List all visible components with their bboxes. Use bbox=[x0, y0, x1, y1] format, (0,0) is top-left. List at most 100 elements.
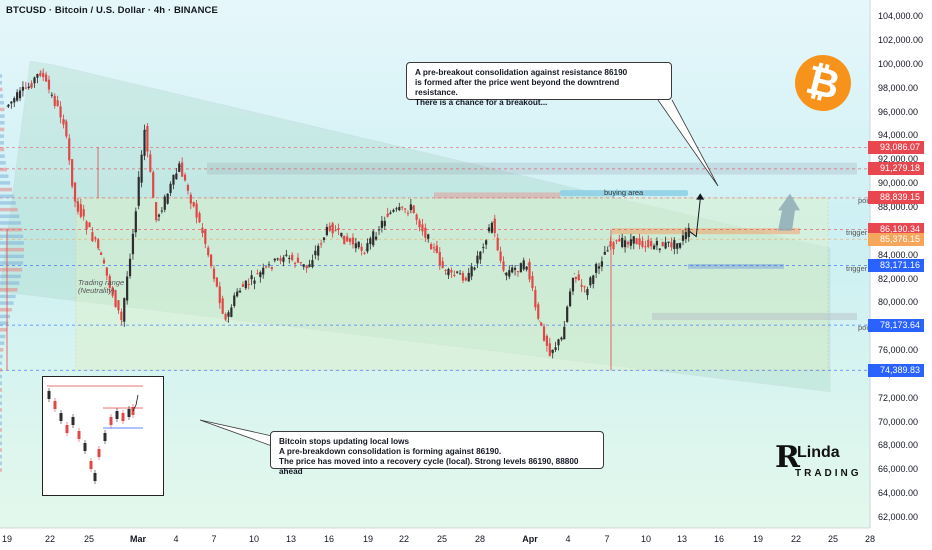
volume-profile-bar-56 bbox=[0, 94, 4, 98]
candle-body-235 bbox=[687, 227, 690, 238]
candle-body-116 bbox=[343, 235, 346, 245]
candle-body-156 bbox=[458, 273, 462, 275]
candle-body-147 bbox=[432, 247, 436, 249]
price-tick-label: 70,000.00 bbox=[878, 416, 919, 427]
candle-body-136 bbox=[401, 206, 404, 208]
volume-profile-bar-17 bbox=[0, 354, 3, 359]
candle-body-189 bbox=[554, 347, 557, 350]
price-point-29 bbox=[550, 350, 553, 352]
candle-body-126 bbox=[372, 231, 375, 246]
candle-body-71 bbox=[212, 268, 216, 279]
poi-label-lower: poi bbox=[858, 323, 869, 332]
trigger-zone bbox=[688, 263, 784, 269]
price-point-4 bbox=[75, 201, 78, 203]
volume-profile-bar-46 bbox=[0, 161, 6, 165]
candle-body-155 bbox=[456, 271, 459, 273]
price-point-36 bbox=[677, 242, 680, 245]
candle-body-183 bbox=[537, 304, 540, 319]
volume-profile-bar-15 bbox=[0, 368, 2, 372]
volume-profile-bar-50 bbox=[0, 134, 5, 138]
volume-profile-bar-18 bbox=[0, 348, 4, 352]
time-tick-label: 19 bbox=[1, 534, 13, 544]
candle-body-19 bbox=[62, 119, 65, 125]
price-point-35 bbox=[654, 245, 657, 247]
time-tick-label: 25 bbox=[827, 534, 839, 544]
candle-body-27 bbox=[85, 221, 88, 230]
candle-body-230 bbox=[673, 240, 676, 249]
price-point-14 bbox=[260, 272, 263, 275]
candle-body-90 bbox=[267, 264, 271, 266]
candle-body-229 bbox=[670, 242, 673, 248]
candle-body-58 bbox=[175, 173, 178, 180]
trigger-label-lower: trigger bbox=[846, 264, 868, 273]
candle-body-157 bbox=[461, 273, 465, 281]
time-tick-label: 25 bbox=[436, 534, 448, 544]
time-tick-label: 13 bbox=[285, 534, 297, 544]
volume-profile-bar-23 bbox=[0, 314, 10, 319]
price-point-19 bbox=[365, 248, 367, 251]
annotation-callout-bottom: Bitcoin stops updating local lows A pre-… bbox=[270, 431, 604, 476]
candle-body-184 bbox=[540, 322, 543, 326]
poi-zone-lower bbox=[652, 312, 857, 321]
price-point-16 bbox=[307, 266, 309, 269]
volume-profile-bar-9 bbox=[0, 408, 2, 412]
candle-body-198 bbox=[580, 284, 583, 287]
candle-body-30 bbox=[94, 237, 97, 240]
candle-body-28 bbox=[88, 222, 91, 228]
candle-body-105 bbox=[311, 260, 314, 268]
candle-body-103 bbox=[305, 265, 308, 269]
volume-profile-bar-42 bbox=[0, 187, 12, 192]
volume-profile-bar-27 bbox=[0, 287, 18, 292]
price-tick-label: 82,000.00 bbox=[878, 273, 919, 284]
volume-profile-bar-20 bbox=[0, 334, 6, 339]
price-point-5 bbox=[98, 248, 101, 251]
price-tag: 74,389.83 bbox=[868, 363, 924, 377]
candle-body-46 bbox=[140, 154, 143, 183]
candle-body-199 bbox=[583, 286, 586, 288]
candle-body-69 bbox=[207, 247, 210, 256]
time-tick-label: 28 bbox=[474, 534, 486, 544]
candle-body-0 bbox=[7, 104, 10, 107]
candle-body-52 bbox=[157, 214, 161, 217]
price-tag: 93,086.07 bbox=[868, 140, 924, 154]
candle-body-75 bbox=[224, 313, 227, 320]
buying-area-zone bbox=[560, 190, 688, 197]
time-tick-label: 22 bbox=[790, 534, 802, 544]
candle-body-137 bbox=[403, 208, 407, 210]
candle-body-89 bbox=[265, 266, 268, 268]
candle-body-11 bbox=[39, 72, 42, 76]
candle-body-140 bbox=[412, 205, 415, 213]
price-tick-label: 84,000.00 bbox=[878, 249, 919, 260]
candle-body-129 bbox=[380, 220, 384, 228]
candle-body-106 bbox=[314, 250, 317, 256]
time-tick-label: 4 bbox=[565, 534, 571, 544]
candle-body-77 bbox=[230, 307, 233, 317]
price-point-1 bbox=[29, 85, 31, 88]
time-tick-label: 7 bbox=[604, 534, 610, 544]
candle-body-125 bbox=[369, 238, 372, 245]
candle-body-223 bbox=[652, 245, 656, 250]
candle-body-188 bbox=[551, 349, 554, 354]
candle-body-42 bbox=[128, 258, 132, 277]
candle-body-20 bbox=[65, 121, 68, 137]
candle-body-214 bbox=[626, 242, 630, 245]
price-point-11 bbox=[203, 231, 205, 233]
candle-body-124 bbox=[366, 243, 369, 252]
candle-body-40 bbox=[123, 298, 126, 322]
candle-body-225 bbox=[658, 248, 661, 250]
projection-path bbox=[689, 199, 701, 238]
volume-profile-bar-55 bbox=[0, 101, 4, 105]
candle-body-43 bbox=[131, 233, 135, 255]
candle-body-227 bbox=[664, 242, 667, 249]
candle-body-57 bbox=[172, 174, 175, 185]
trading-range-box bbox=[75, 197, 829, 371]
candle-body-110 bbox=[325, 226, 328, 236]
candle-body-201 bbox=[589, 277, 592, 286]
candle-body-73 bbox=[218, 286, 221, 304]
candle-body-107 bbox=[317, 245, 320, 256]
candle-body-112 bbox=[331, 223, 334, 234]
candle-body-145 bbox=[427, 234, 430, 239]
volume-profile-bar-3 bbox=[0, 448, 2, 452]
candle-body-173 bbox=[508, 270, 511, 277]
